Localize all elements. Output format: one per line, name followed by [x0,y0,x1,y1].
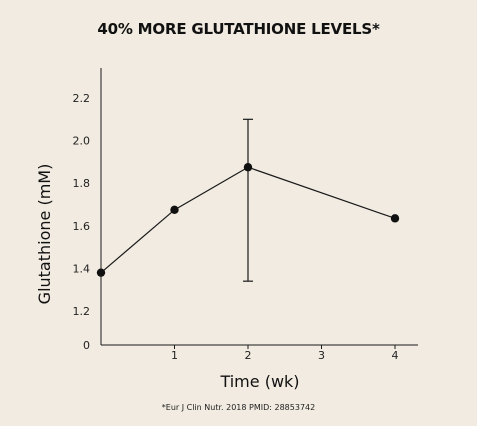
y-tick-label: 1.6 [73,220,91,233]
y-tick-label: 0 [83,339,90,352]
x-axis-label: Time (wk) [219,372,299,391]
series-group [96,118,400,282]
y-tick-label: 2.2 [73,92,91,105]
y-tick-label: 2.0 [73,135,91,148]
data-point [96,268,106,277]
source-footnote: *Eur J Clin Nutr. 2018 PMID: 28853742 [161,403,316,412]
series-line [100,166,396,274]
y-axis-label: Glutathione (mM) [35,164,54,305]
x-tick-label: 1 [171,349,178,362]
y-tick-label: 1.8 [73,177,91,190]
chart-title: 40% MORE GLUTATHIONE LEVELS* [97,20,380,38]
y-tick-label: 1.2 [73,305,91,318]
x-tick-label: 2 [245,349,252,362]
x-tick-label: 4 [392,349,399,362]
x-tick-label: 3 [318,349,325,362]
y-tick-group: 0 1.2 1.4 1.6 1.8 2.0 2.2 [73,92,91,352]
y-tick-label: 1.4 [73,262,91,275]
data-point [243,163,253,172]
data-point [390,214,400,223]
data-point [170,205,179,215]
x-tick-group: 1 2 3 4 [171,345,399,362]
